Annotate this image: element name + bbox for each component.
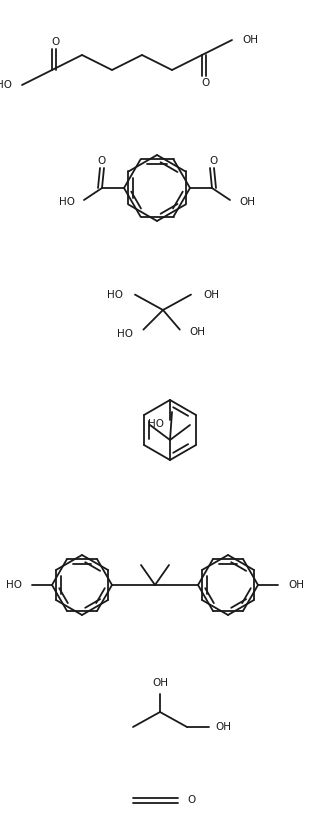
Text: OH: OH bbox=[215, 722, 231, 732]
Text: O: O bbox=[187, 795, 195, 805]
Text: HO: HO bbox=[148, 419, 164, 429]
Text: OH: OH bbox=[152, 678, 168, 688]
Text: HO: HO bbox=[0, 80, 12, 90]
Text: HO: HO bbox=[59, 197, 75, 207]
Text: OH: OH bbox=[288, 580, 304, 590]
Text: O: O bbox=[97, 156, 105, 166]
Text: HO: HO bbox=[107, 289, 123, 299]
Text: HO: HO bbox=[117, 329, 133, 339]
Text: O: O bbox=[52, 37, 60, 47]
Text: OH: OH bbox=[239, 197, 255, 207]
Text: OH: OH bbox=[203, 289, 219, 299]
Text: OH: OH bbox=[190, 326, 206, 336]
Text: OH: OH bbox=[242, 35, 258, 45]
Text: O: O bbox=[209, 156, 217, 166]
Text: HO: HO bbox=[6, 580, 22, 590]
Text: O: O bbox=[202, 78, 210, 88]
